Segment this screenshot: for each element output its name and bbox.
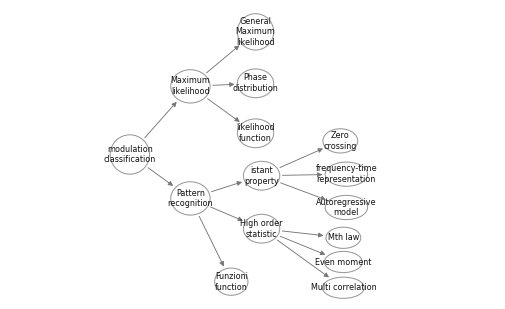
Text: Phase
distribution: Phase distribution xyxy=(233,74,278,93)
Text: Multi correlation: Multi correlation xyxy=(311,283,376,292)
Text: Maximum
likelihood: Maximum likelihood xyxy=(171,77,211,96)
Text: istant
property: istant property xyxy=(244,166,279,186)
Text: likelihood
function: likelihood function xyxy=(236,123,275,143)
Text: Autoregressive
model: Autoregressive model xyxy=(316,198,377,217)
Ellipse shape xyxy=(326,227,361,248)
Ellipse shape xyxy=(237,69,274,98)
Text: Zero
crossing: Zero crossing xyxy=(324,131,357,151)
Ellipse shape xyxy=(171,70,210,103)
Ellipse shape xyxy=(323,277,364,298)
Text: Funzioni
function: Funzioni function xyxy=(215,272,248,292)
Ellipse shape xyxy=(237,14,274,50)
Ellipse shape xyxy=(243,161,280,190)
Text: Mth law: Mth law xyxy=(328,233,359,242)
Text: General
Maximum
likelihood: General Maximum likelihood xyxy=(236,17,275,47)
Ellipse shape xyxy=(215,268,248,295)
Ellipse shape xyxy=(243,214,280,243)
Text: modulation
classification: modulation classification xyxy=(104,145,156,164)
Ellipse shape xyxy=(323,129,358,153)
Ellipse shape xyxy=(237,119,274,148)
Ellipse shape xyxy=(325,162,368,186)
Text: frequency-time
representation: frequency-time representation xyxy=(316,164,377,184)
Text: Pattern
recognition: Pattern recognition xyxy=(168,188,213,208)
Ellipse shape xyxy=(325,195,368,220)
Ellipse shape xyxy=(324,252,362,273)
Ellipse shape xyxy=(110,135,149,174)
Text: High order
statistic: High order statistic xyxy=(240,219,283,239)
Ellipse shape xyxy=(171,182,210,215)
Text: Even moment: Even moment xyxy=(315,257,372,266)
